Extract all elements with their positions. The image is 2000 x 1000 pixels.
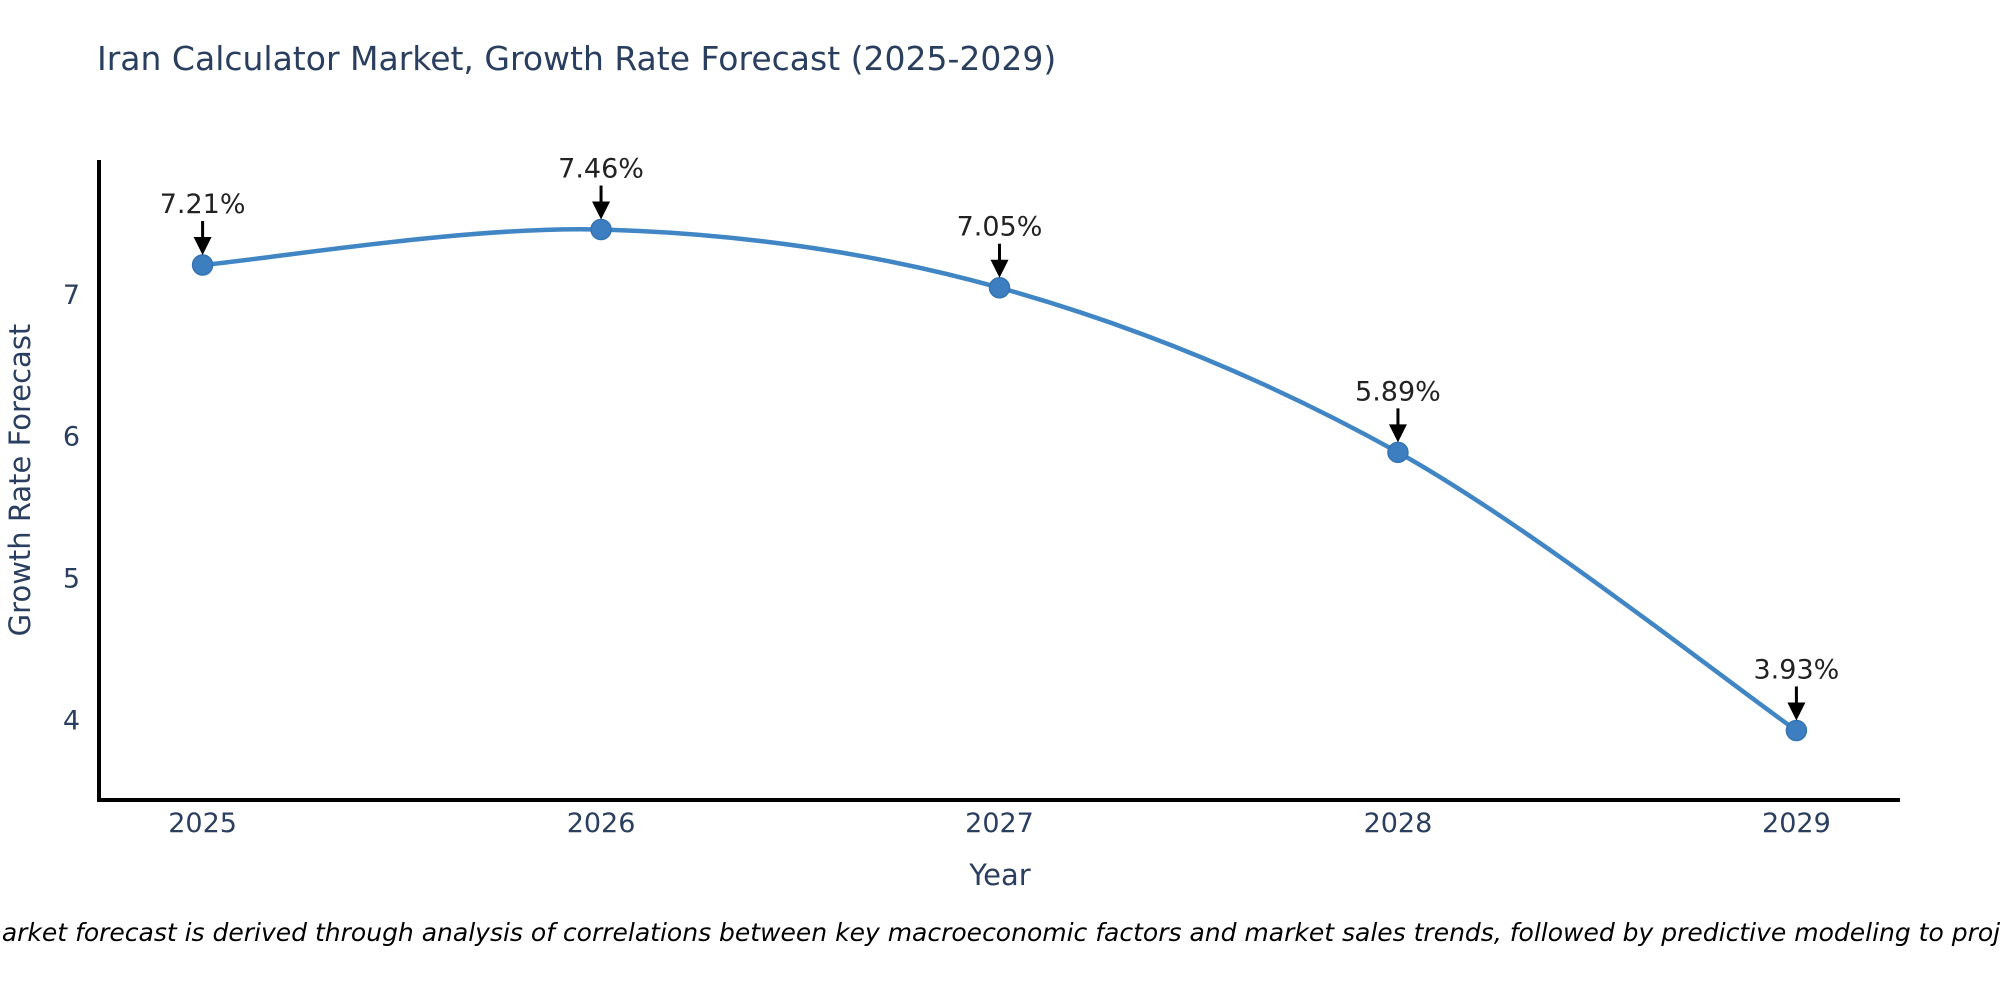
point-annotation: 5.89% <box>1355 376 1441 443</box>
y-tick-label: 6 <box>63 422 80 453</box>
x-tick-label: 2027 <box>965 808 1034 839</box>
axes <box>97 160 1900 802</box>
annotation-arrowhead-icon <box>1388 424 1407 443</box>
annotation-arrowhead-icon <box>990 259 1009 278</box>
annotation-arrowhead-icon <box>193 237 212 256</box>
point-annotation-label: 7.21% <box>160 189 246 220</box>
x-axis-title: Year <box>968 858 1030 892</box>
point-annotation-label: 3.93% <box>1754 654 1840 685</box>
x-tick-label: 2029 <box>1762 808 1831 839</box>
annotation-arrowhead-icon <box>592 201 611 220</box>
point-annotation: 3.93% <box>1754 654 1840 721</box>
annotation-arrowhead-icon <box>1787 702 1806 721</box>
y-tick-label: 7 <box>63 280 80 311</box>
chart-title: Iran Calculator Market, Growth Rate Fore… <box>97 39 1056 78</box>
x-tick-label: 2025 <box>168 808 237 839</box>
y-axis-tick-labels: 4 5 6 7 <box>63 280 80 737</box>
point-annotation-label: 7.05% <box>957 212 1043 243</box>
forecast-line-series <box>191 218 1808 742</box>
x-tick-label: 2028 <box>1364 808 1433 839</box>
x-tick-label: 2026 <box>567 808 636 839</box>
point-annotation-label: 5.89% <box>1355 376 1441 407</box>
point-annotation-label: 7.46% <box>558 154 644 185</box>
y-axis-title: Growth Rate Forecast <box>3 324 37 637</box>
data-point-marker <box>191 254 214 276</box>
data-point-marker <box>1785 719 1808 742</box>
point-annotation: 7.21% <box>160 189 246 256</box>
x-axis-tick-labels: 2025 2026 2027 2028 2029 <box>168 808 1831 839</box>
point-annotation: 7.05% <box>957 212 1043 278</box>
y-tick-label: 4 <box>63 706 80 737</box>
footnote: Note: The market forecast is derived thr… <box>0 918 2000 947</box>
data-point-marker <box>1387 441 1409 464</box>
y-tick-label: 5 <box>63 564 80 595</box>
forecast-line <box>200 226 1799 733</box>
point-annotation: 7.46% <box>558 154 644 220</box>
data-point-marker <box>988 276 1011 299</box>
point-annotations: 7.21% 7.46% 7.05% 5.89% 3.93% <box>160 154 1840 721</box>
data-point-marker <box>590 218 612 241</box>
